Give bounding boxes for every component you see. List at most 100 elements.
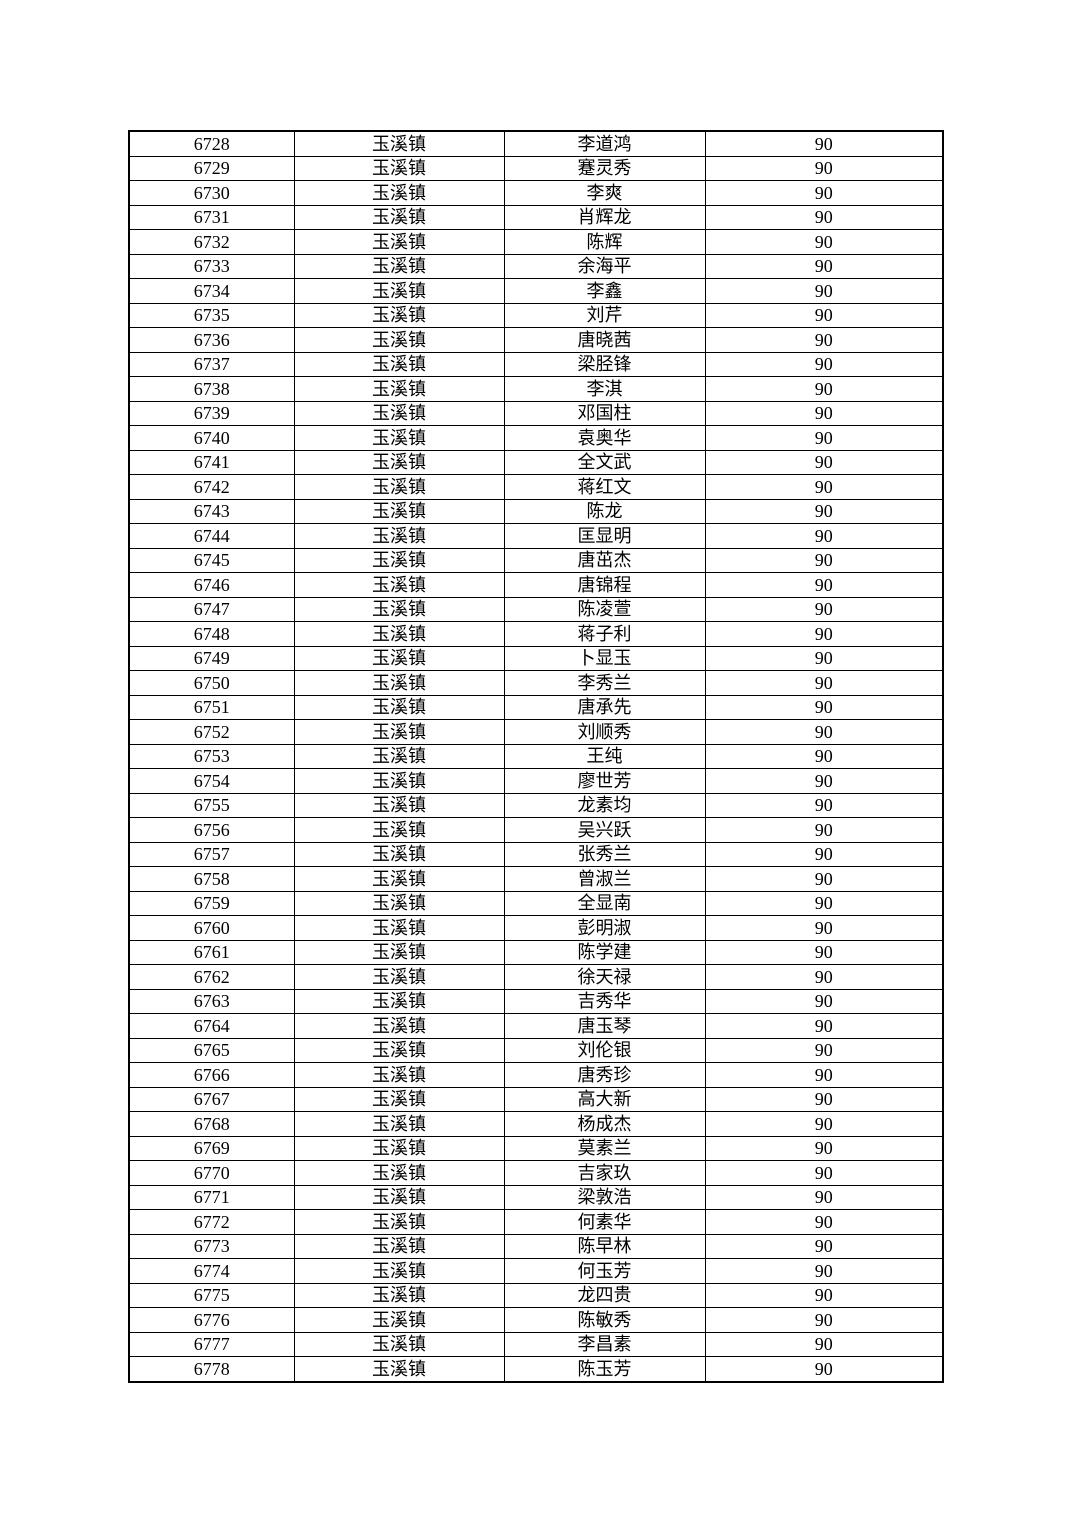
town-cell: 玉溪镇 bbox=[293, 1160, 505, 1186]
town-cell: 玉溪镇 bbox=[293, 1037, 505, 1064]
name-cell: 陈学建 bbox=[503, 939, 706, 966]
table-row: 6753 玉溪镇 王纯 90 bbox=[128, 743, 944, 770]
serial-cell: 6765 bbox=[128, 1037, 295, 1064]
score-cell: 90 bbox=[704, 939, 944, 966]
serial-cell: 6731 bbox=[128, 204, 295, 231]
score-cell: 90 bbox=[704, 376, 944, 402]
score-cell: 90 bbox=[704, 1037, 944, 1064]
name-cell: 龙素均 bbox=[503, 792, 706, 819]
table-row: 6762 玉溪镇 徐天禄 90 bbox=[128, 964, 944, 990]
town-cell: 玉溪镇 bbox=[293, 1086, 505, 1113]
town-cell: 玉溪镇 bbox=[293, 1209, 505, 1235]
serial-cell: 6754 bbox=[128, 768, 295, 794]
table-row: 6742 玉溪镇 蒋红文 90 bbox=[128, 474, 944, 500]
town-cell: 玉溪镇 bbox=[293, 1111, 505, 1137]
table-row: 6773 玉溪镇 陈早林 90 bbox=[128, 1233, 944, 1260]
score-cell: 90 bbox=[704, 1086, 944, 1113]
serial-cell: 6760 bbox=[128, 915, 295, 941]
serial-cell: 6768 bbox=[128, 1111, 295, 1137]
table-row: 6770 玉溪镇 吉家玖 90 bbox=[128, 1160, 944, 1186]
serial-cell: 6746 bbox=[128, 572, 295, 598]
score-cell: 90 bbox=[704, 1258, 944, 1284]
table-row: 6777 玉溪镇 李昌素 90 bbox=[128, 1331, 944, 1358]
serial-cell: 6767 bbox=[128, 1086, 295, 1113]
name-cell: 杨成杰 bbox=[503, 1111, 706, 1137]
name-cell: 吉秀华 bbox=[503, 988, 706, 1015]
serial-cell: 6741 bbox=[128, 449, 295, 476]
serial-cell: 6763 bbox=[128, 988, 295, 1015]
score-cell: 90 bbox=[704, 327, 944, 353]
table-row: 6734 玉溪镇 李鑫 90 bbox=[128, 278, 944, 304]
serial-cell: 6736 bbox=[128, 327, 295, 353]
score-cell: 90 bbox=[704, 547, 944, 574]
name-cell: 陈玉芳 bbox=[503, 1356, 706, 1383]
table-row: 6758 玉溪镇 曾淑兰 90 bbox=[128, 866, 944, 892]
town-cell: 玉溪镇 bbox=[293, 400, 505, 427]
name-cell: 莫素兰 bbox=[503, 1135, 706, 1162]
table-row: 6747 玉溪镇 陈凌萱 90 bbox=[128, 596, 944, 623]
name-cell: 王纯 bbox=[503, 743, 706, 770]
town-cell: 玉溪镇 bbox=[293, 694, 505, 721]
name-cell: 全显南 bbox=[503, 890, 706, 917]
serial-cell: 6770 bbox=[128, 1160, 295, 1186]
town-cell: 玉溪镇 bbox=[293, 278, 505, 304]
serial-cell: 6738 bbox=[128, 376, 295, 402]
name-cell: 唐承先 bbox=[503, 694, 706, 721]
serial-cell: 6772 bbox=[128, 1209, 295, 1235]
town-cell: 玉溪镇 bbox=[293, 1331, 505, 1358]
name-cell: 张秀兰 bbox=[503, 841, 706, 868]
name-cell: 唐晓茜 bbox=[503, 327, 706, 353]
name-cell: 唐锦程 bbox=[503, 572, 706, 598]
table-row: 6771 玉溪镇 梁敦浩 90 bbox=[128, 1184, 944, 1211]
score-cell: 90 bbox=[704, 1062, 944, 1088]
score-cell: 90 bbox=[704, 841, 944, 868]
town-cell: 玉溪镇 bbox=[293, 988, 505, 1015]
town-cell: 玉溪镇 bbox=[293, 621, 505, 647]
town-cell: 玉溪镇 bbox=[293, 1062, 505, 1088]
table-row: 6760 玉溪镇 彭明淑 90 bbox=[128, 915, 944, 941]
name-cell: 蹇灵秀 bbox=[503, 155, 706, 182]
table-row: 6765 玉溪镇 刘伦银 90 bbox=[128, 1037, 944, 1064]
table-row: 6735 玉溪镇 刘芹 90 bbox=[128, 302, 944, 329]
score-cell: 90 bbox=[704, 596, 944, 623]
score-cell: 90 bbox=[704, 694, 944, 721]
table-row: 6738 玉溪镇 李淇 90 bbox=[128, 376, 944, 402]
table-row: 6764 玉溪镇 唐玉琴 90 bbox=[128, 1013, 944, 1039]
table-row: 6761 玉溪镇 陈学建 90 bbox=[128, 939, 944, 966]
table-row: 6744 玉溪镇 匡显明 90 bbox=[128, 523, 944, 549]
table-row: 6754 玉溪镇 廖世芳 90 bbox=[128, 768, 944, 794]
serial-cell: 6755 bbox=[128, 792, 295, 819]
town-cell: 玉溪镇 bbox=[293, 866, 505, 892]
table-row: 6756 玉溪镇 吴兴跃 90 bbox=[128, 817, 944, 843]
name-cell: 唐玉琴 bbox=[503, 1013, 706, 1039]
serial-cell: 6733 bbox=[128, 253, 295, 280]
table-row: 6739 玉溪镇 邓国柱 90 bbox=[128, 400, 944, 427]
score-cell: 90 bbox=[704, 1013, 944, 1039]
table-row: 6768 玉溪镇 杨成杰 90 bbox=[128, 1111, 944, 1137]
score-cell: 90 bbox=[704, 1331, 944, 1358]
name-cell: 彭明淑 bbox=[503, 915, 706, 941]
serial-cell: 6774 bbox=[128, 1258, 295, 1284]
serial-cell: 6769 bbox=[128, 1135, 295, 1162]
town-cell: 玉溪镇 bbox=[293, 204, 505, 231]
serial-cell: 6729 bbox=[128, 155, 295, 182]
score-cell: 90 bbox=[704, 792, 944, 819]
score-cell: 90 bbox=[704, 351, 944, 378]
score-cell: 90 bbox=[704, 204, 944, 231]
town-cell: 玉溪镇 bbox=[293, 523, 505, 549]
town-cell: 玉溪镇 bbox=[293, 1233, 505, 1260]
score-cell: 90 bbox=[704, 253, 944, 280]
serial-cell: 6773 bbox=[128, 1233, 295, 1260]
score-cell: 90 bbox=[704, 449, 944, 476]
town-cell: 玉溪镇 bbox=[293, 1356, 505, 1383]
town-cell: 玉溪镇 bbox=[293, 1013, 505, 1039]
serial-cell: 6752 bbox=[128, 719, 295, 745]
table-row: 6757 玉溪镇 张秀兰 90 bbox=[128, 841, 944, 868]
town-cell: 玉溪镇 bbox=[293, 719, 505, 745]
score-cell: 90 bbox=[704, 1111, 944, 1137]
score-table-body: 6728 玉溪镇 李道鸿 90 6729 玉溪镇 蹇灵秀 90 6730 玉溪镇 李爽 90 6731 玉… bbox=[128, 130, 944, 1383]
town-cell: 玉溪镇 bbox=[293, 547, 505, 574]
name-cell: 陈辉 bbox=[503, 229, 706, 255]
name-cell: 廖世芳 bbox=[503, 768, 706, 794]
table-row: 6766 玉溪镇 唐秀珍 90 bbox=[128, 1062, 944, 1088]
